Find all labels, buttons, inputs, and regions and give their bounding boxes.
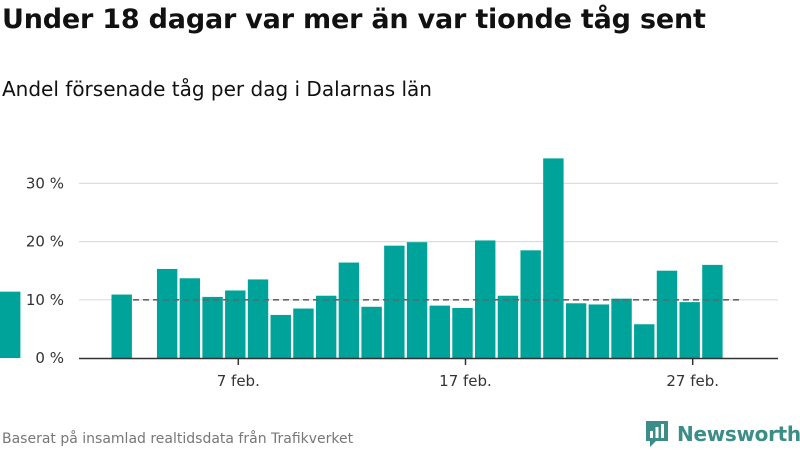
bar — [452, 307, 473, 358]
x-axis-ticks: 7 feb. 17 feb. 27 feb. — [217, 359, 719, 390]
newsworthy-logo-icon — [646, 421, 668, 447]
bar — [361, 306, 382, 358]
chart-subtitle: Andel försenade tåg per dag i Dalarnas l… — [2, 77, 432, 101]
x-tick-label: 17 feb. — [439, 372, 492, 390]
y-tick-label: 0 % — [35, 349, 64, 367]
bar — [588, 304, 610, 358]
bar — [0, 291, 21, 358]
brand-name: Newsworthy — [677, 422, 800, 446]
y-tick-label: 30 % — [26, 174, 64, 192]
newsworthy-logo[interactable]: Newsworthy — [644, 419, 800, 449]
bar — [293, 308, 314, 358]
y-tick-label: 20 % — [26, 233, 64, 251]
bar — [338, 262, 360, 358]
bar — [225, 290, 246, 358]
bar-chart: 0 % 10 % 20 % 30 % 7 feb. 17 feb. 27 feb. — [0, 158, 778, 390]
x-tick-label: 27 feb. — [666, 372, 719, 390]
bars — [0, 158, 723, 358]
bar — [179, 278, 201, 358]
source-note: Baserat på insamlad realtidsdata från Tr… — [2, 431, 354, 447]
bar — [156, 268, 178, 358]
bar — [611, 298, 632, 358]
bar — [384, 245, 405, 358]
bar — [497, 295, 519, 358]
bar — [202, 296, 223, 358]
bar — [247, 279, 269, 358]
y-axis-ticks: 0 % 10 % 20 % 30 % — [26, 174, 64, 367]
bar — [565, 303, 587, 358]
bar — [429, 305, 450, 358]
bar — [270, 314, 291, 358]
bar — [315, 295, 337, 358]
bar — [679, 302, 700, 358]
x-tick-label: 7 feb. — [217, 372, 260, 390]
bar — [520, 250, 541, 358]
y-tick-label: 10 % — [26, 291, 64, 309]
chart-title: Under 18 dagar var mer än var tionde tåg… — [2, 4, 706, 35]
bar — [111, 294, 132, 358]
bar — [634, 324, 655, 358]
bar — [656, 270, 678, 358]
bar — [702, 264, 723, 358]
bar — [543, 158, 564, 358]
